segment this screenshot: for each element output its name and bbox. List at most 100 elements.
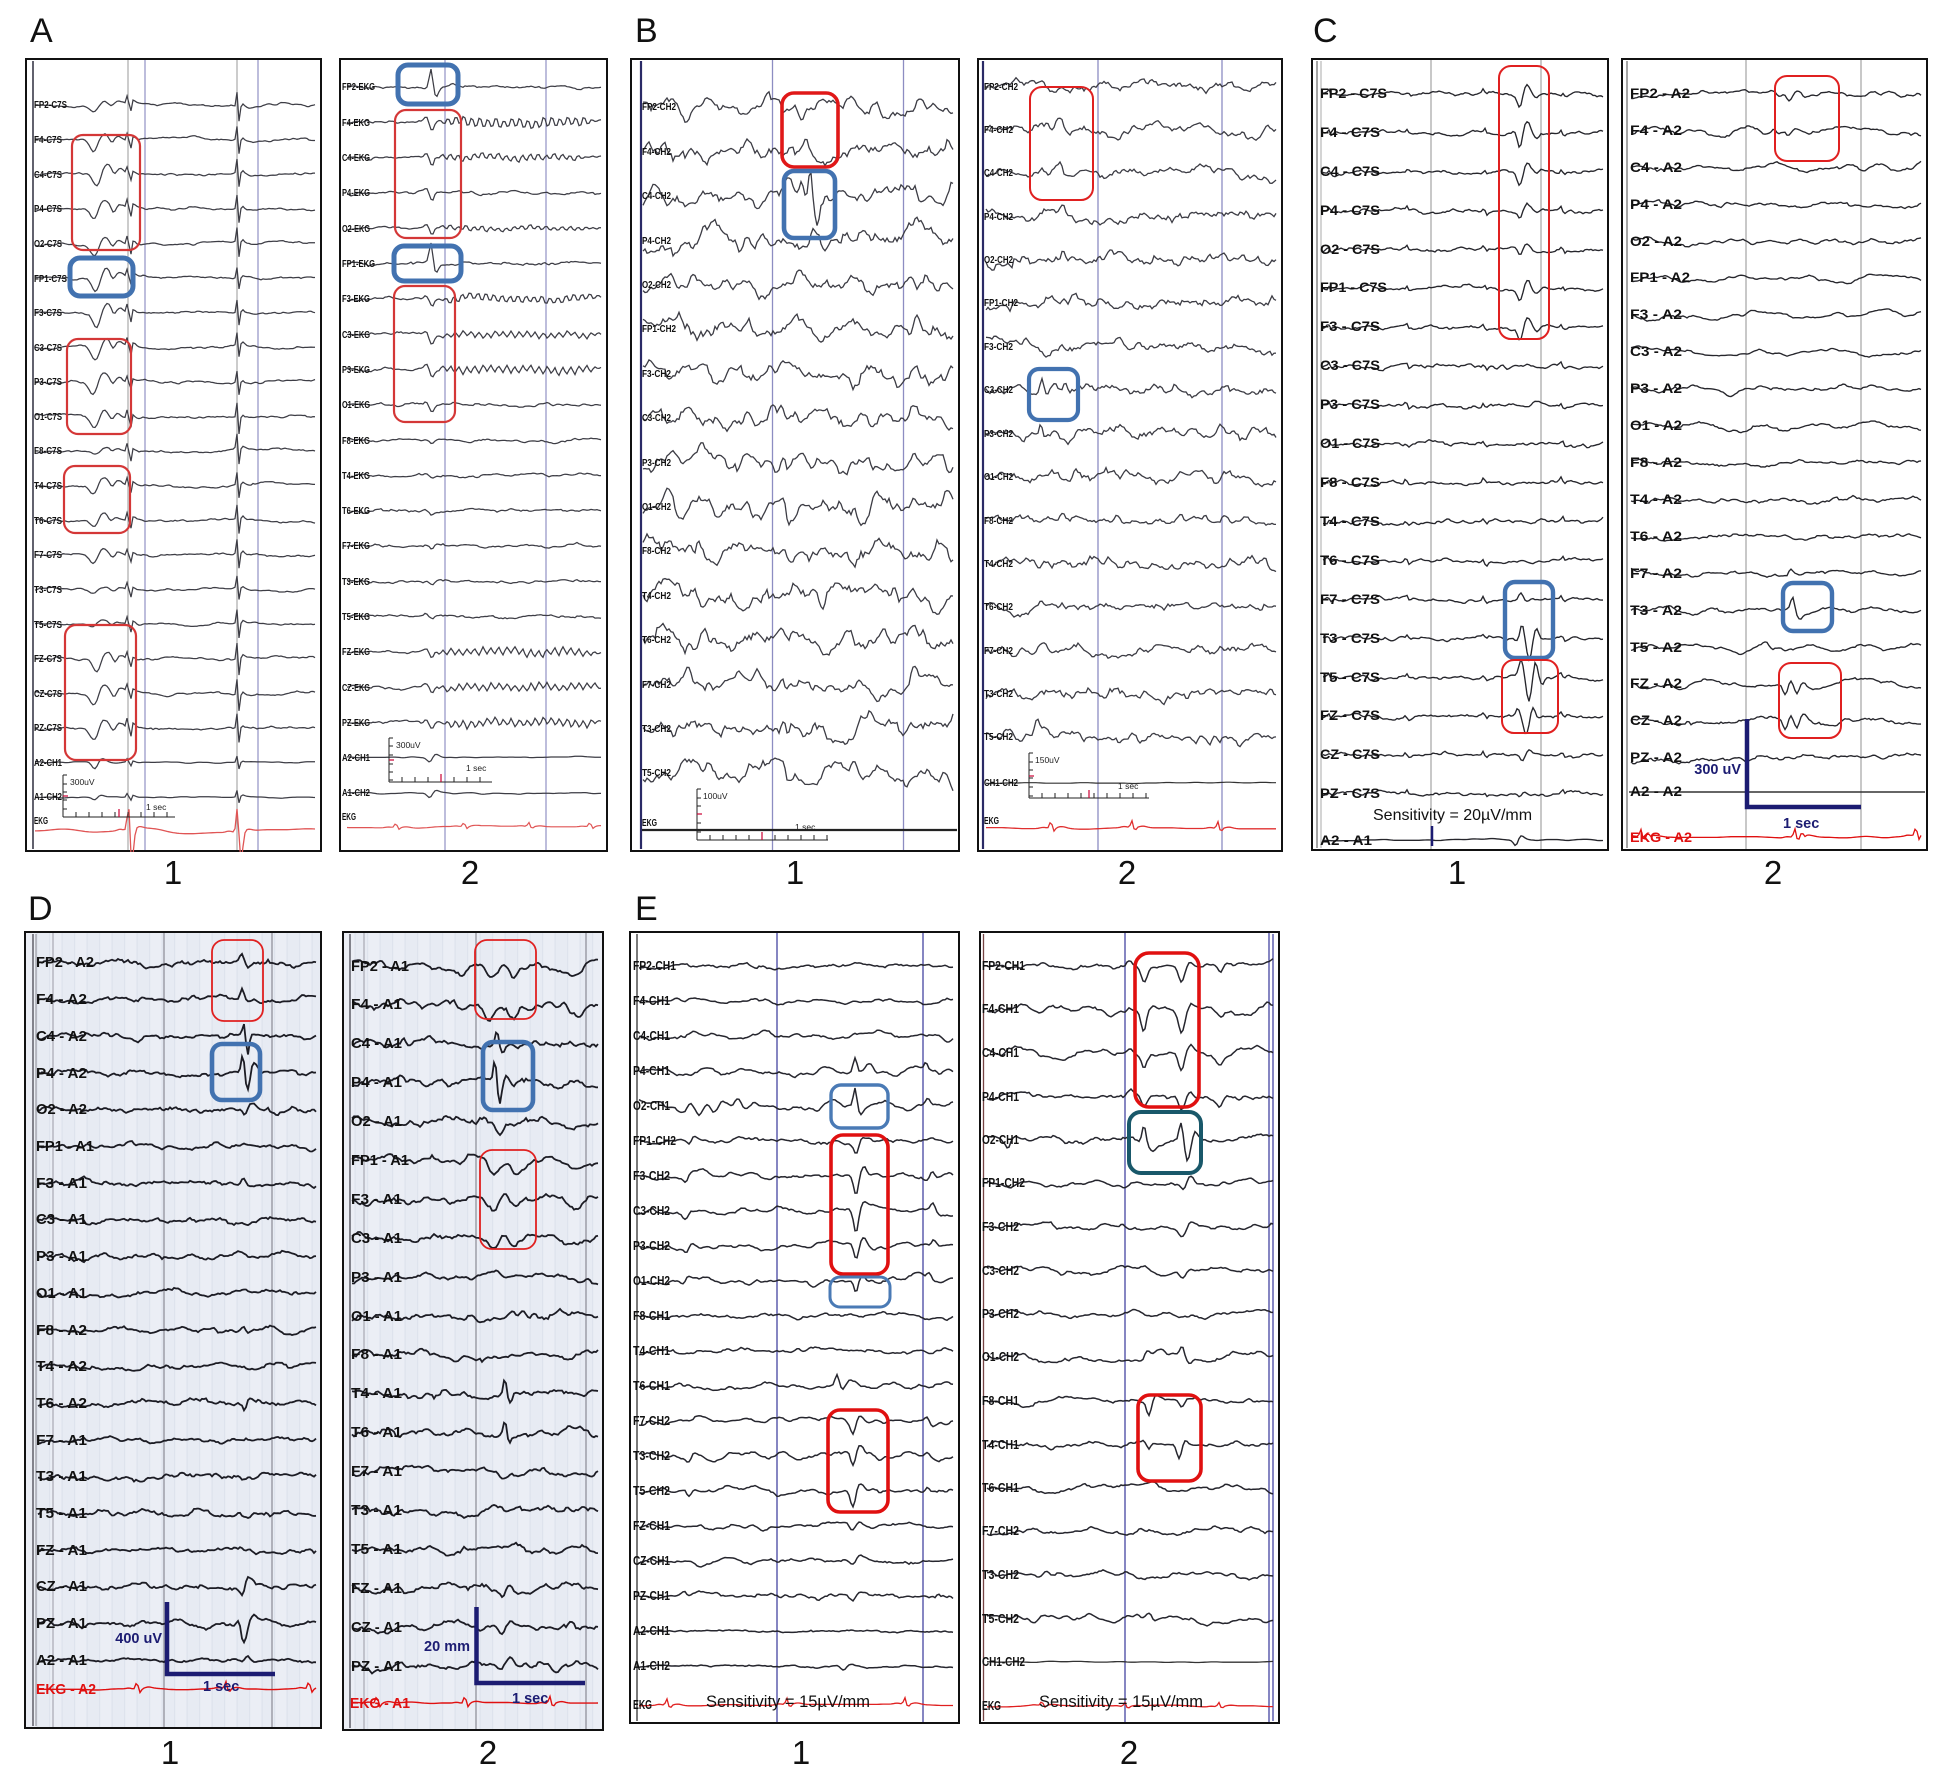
svg-text:A1-CH2: A1-CH2: [633, 1658, 670, 1673]
svg-text:T6-CH2: T6-CH2: [984, 601, 1013, 613]
svg-text:P4 - A2: P4 - A2: [36, 1065, 87, 1082]
svg-text:F3-EKG: F3-EKG: [342, 294, 370, 305]
svg-text:EKG: EKG: [982, 1698, 1001, 1713]
svg-text:O2 - A2: O2 - A2: [36, 1101, 87, 1118]
svg-text:P3-CH2: P3-CH2: [982, 1306, 1019, 1321]
svg-text:F8-CH1: F8-CH1: [633, 1308, 670, 1323]
svg-text:20 mm: 20 mm: [424, 1639, 470, 1655]
svg-text:P3-EKG: P3-EKG: [342, 365, 370, 376]
svg-text:A1-CH2: A1-CH2: [342, 788, 370, 799]
svg-text:FZ-C7S: FZ-C7S: [34, 654, 62, 665]
svg-text:FP1 - A2: FP1 - A2: [1630, 269, 1690, 285]
svg-text:EKG - A2: EKG - A2: [36, 1681, 96, 1698]
svg-text:F8-CH2: F8-CH2: [642, 545, 671, 557]
svg-text:F3-CH2: F3-CH2: [633, 1168, 670, 1183]
svg-text:FP2-EKG: FP2-EKG: [342, 82, 375, 93]
svg-text:PZ-CH1: PZ-CH1: [633, 1588, 670, 1603]
svg-text:F8 - A2: F8 - A2: [1630, 454, 1682, 470]
svg-text:O1 - A2: O1 - A2: [1630, 417, 1682, 433]
svg-text:P4-EKG: P4-EKG: [342, 188, 370, 199]
svg-text:300uV: 300uV: [70, 777, 95, 787]
svg-text:O2 - C7S: O2 - C7S: [1320, 241, 1380, 257]
svg-text:P4-C7S: P4-C7S: [34, 204, 62, 215]
svg-text:P4-CH2: P4-CH2: [642, 235, 671, 247]
svg-text:F7 - C7S: F7 - C7S: [1320, 591, 1380, 607]
svg-text:A2 - A1: A2 - A1: [36, 1652, 87, 1669]
svg-text:FP1-EKG: FP1-EKG: [342, 259, 375, 270]
svg-text:T4 - C7S: T4 - C7S: [1320, 513, 1380, 529]
svg-text:F8-EKG: F8-EKG: [342, 436, 370, 447]
svg-text:T4 - A1: T4 - A1: [351, 1385, 402, 1402]
svg-text:O2-CH1: O2-CH1: [633, 1098, 670, 1113]
svg-text:T4-CH1: T4-CH1: [633, 1343, 670, 1358]
svg-text:PZ - A2: PZ - A2: [1630, 749, 1682, 765]
svg-text:F4-EKG: F4-EKG: [342, 118, 370, 129]
svg-text:F7-CH2: F7-CH2: [642, 679, 671, 691]
svg-text:O2 - A1: O2 - A1: [351, 1113, 402, 1130]
svg-text:F3-C7S: F3-C7S: [34, 308, 62, 319]
svg-text:CH1-CH2: CH1-CH2: [982, 1654, 1025, 1669]
svg-text:FP2-CH1: FP2-CH1: [982, 958, 1025, 973]
svg-text:EKG: EKG: [642, 817, 657, 829]
svg-text:300uV: 300uV: [396, 740, 421, 750]
svg-text:F4-CH1: F4-CH1: [982, 1001, 1019, 1016]
svg-text:F7-CH2: F7-CH2: [982, 1523, 1019, 1538]
svg-text:T3-CH2: T3-CH2: [633, 1448, 670, 1463]
svg-text:FZ - A1: FZ - A1: [36, 1542, 87, 1559]
svg-text:T5 - C7S: T5 - C7S: [1320, 669, 1380, 685]
svg-text:400 uV: 400 uV: [115, 1631, 162, 1647]
svg-text:1 sec: 1 sec: [203, 1679, 239, 1695]
svg-text:FP2 - A2: FP2 - A2: [1630, 85, 1690, 101]
svg-text:P3-CH2: P3-CH2: [633, 1238, 670, 1253]
svg-text:O2-CH1: O2-CH1: [982, 1132, 1019, 1147]
svg-text:F4-C7S: F4-C7S: [34, 135, 62, 146]
svg-text:T6 - A2: T6 - A2: [1630, 528, 1682, 544]
svg-text:FP1 - C7S: FP1 - C7S: [1320, 279, 1387, 295]
svg-text:CZ-C7S: CZ-C7S: [34, 689, 62, 700]
svg-text:C4-CH2: C4-CH2: [642, 190, 671, 202]
svg-text:O1 - A1: O1 - A1: [351, 1308, 402, 1325]
svg-text:A2 - A2: A2 - A2: [1630, 783, 1682, 799]
svg-text:CZ - A2: CZ - A2: [1630, 712, 1682, 728]
svg-text:PZ-EKG: PZ-EKG: [342, 718, 370, 729]
svg-text:P3-CH2: P3-CH2: [984, 428, 1013, 440]
svg-text:T5 - A2: T5 - A2: [1630, 639, 1682, 655]
svg-text:T6 - A1: T6 - A1: [351, 1424, 402, 1441]
svg-text:FP1-CH2: FP1-CH2: [633, 1133, 676, 1148]
svg-text:EKG: EKG: [342, 812, 356, 823]
svg-text:F8-CH2: F8-CH2: [984, 515, 1013, 527]
svg-text:A2-CH1: A2-CH1: [342, 753, 370, 764]
svg-text:O1-C7S: O1-C7S: [34, 412, 62, 423]
svg-text:CZ - C7S: CZ - C7S: [1320, 746, 1380, 762]
svg-text:T6-CH1: T6-CH1: [982, 1480, 1019, 1495]
svg-text:T6 - A2: T6 - A2: [36, 1395, 87, 1412]
svg-text:F3-CH2: F3-CH2: [642, 368, 671, 380]
svg-text:T5-C7S: T5-C7S: [34, 620, 62, 631]
svg-text:FP2-C7S: FP2-C7S: [34, 100, 67, 111]
svg-text:P3-CH2: P3-CH2: [642, 457, 671, 469]
svg-text:P4-CH1: P4-CH1: [633, 1063, 670, 1078]
svg-text:FP1-C7S: FP1-C7S: [34, 274, 67, 285]
svg-text:T3 - A1: T3 - A1: [351, 1502, 402, 1519]
svg-text:Sensitivity = 15µV/mm: Sensitivity = 15µV/mm: [706, 1693, 870, 1711]
svg-text:C4 - C7S: C4 - C7S: [1320, 163, 1380, 179]
svg-text:C3-CH2: C3-CH2: [982, 1263, 1019, 1278]
svg-text:F4-CH1: F4-CH1: [633, 993, 670, 1008]
svg-text:F7-CH2: F7-CH2: [633, 1413, 670, 1428]
svg-text:C3-CH2: C3-CH2: [633, 1203, 670, 1218]
svg-text:O2-CH2: O2-CH2: [642, 279, 671, 291]
svg-text:1 sec: 1 sec: [146, 802, 167, 812]
svg-text:O2 - A2: O2 - A2: [1630, 233, 1682, 249]
svg-text:1 sec: 1 sec: [466, 763, 487, 773]
svg-text:C3 - C7S: C3 - C7S: [1320, 357, 1380, 373]
svg-text:FP1-CH2: FP1-CH2: [984, 297, 1018, 309]
svg-text:FP2 - A2: FP2 - A2: [36, 954, 94, 971]
svg-text:O1-EKG: O1-EKG: [342, 400, 370, 411]
svg-text:C3 - A2: C3 - A2: [1630, 343, 1682, 359]
svg-text:T5 - A1: T5 - A1: [351, 1541, 402, 1558]
svg-text:1 sec: 1 sec: [1118, 781, 1139, 791]
svg-text:O1-CH2: O1-CH2: [633, 1273, 670, 1288]
svg-text:T3 - C7S: T3 - C7S: [1320, 630, 1380, 646]
svg-text:C4 - A2: C4 - A2: [36, 1028, 87, 1045]
svg-text:T3 - A1: T3 - A1: [36, 1468, 87, 1485]
